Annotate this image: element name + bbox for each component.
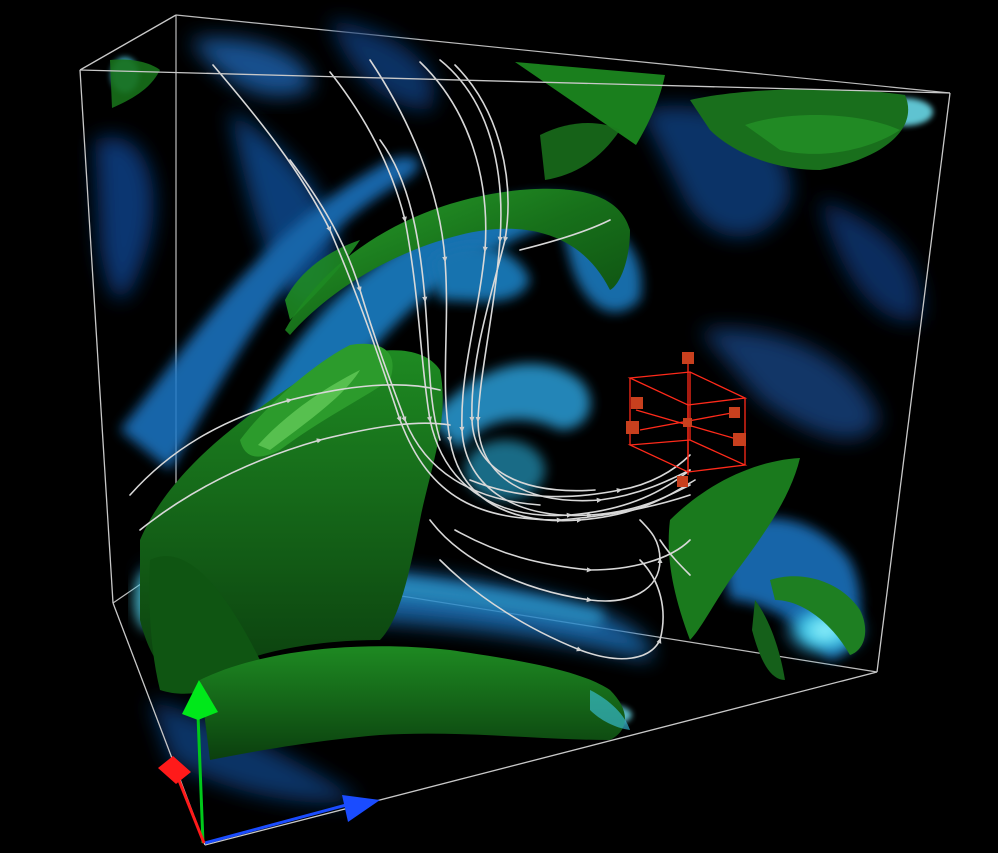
seed-handle-left[interactable] bbox=[626, 421, 639, 434]
z-axis-arrow-icon[interactable] bbox=[158, 756, 191, 784]
y-axis-arrow-icon[interactable] bbox=[182, 680, 218, 720]
bounding-box-front bbox=[79, 14, 951, 846]
seed-handle-right-top[interactable] bbox=[729, 407, 740, 418]
seed-handle-right[interactable] bbox=[733, 433, 746, 446]
x-axis-arrow-icon[interactable] bbox=[342, 795, 380, 822]
y-axis-line bbox=[196, 714, 205, 844]
x-axis-line bbox=[204, 802, 351, 845]
z-axis-line bbox=[176, 777, 206, 844]
seed-handle-bottom[interactable] bbox=[677, 476, 688, 487]
seed-handle-top[interactable] bbox=[682, 352, 694, 364]
streamlines bbox=[129, 59, 696, 660]
seed-handle-left-top[interactable] bbox=[631, 397, 643, 409]
seed-box-widget[interactable] bbox=[626, 352, 748, 487]
seed-handle-center[interactable] bbox=[683, 418, 692, 427]
orientation-axes[interactable] bbox=[158, 680, 380, 845]
seed-box-frame[interactable] bbox=[627, 360, 748, 475]
